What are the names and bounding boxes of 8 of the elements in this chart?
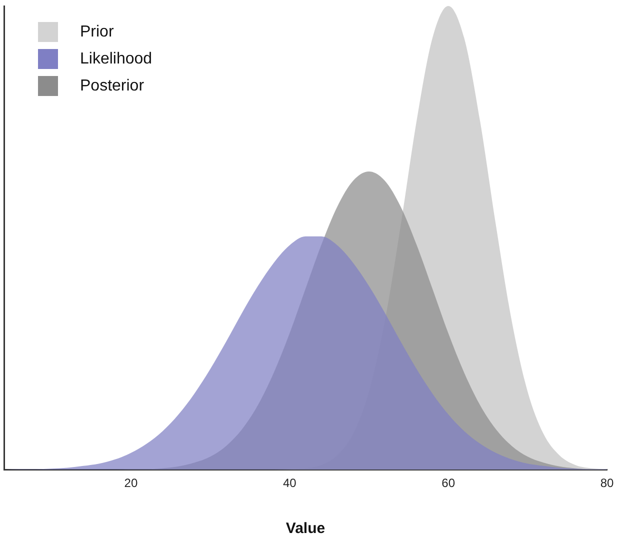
x-tick-label: 80 (600, 476, 614, 490)
legend-label: Likelihood (80, 50, 152, 68)
x-tick-label: 60 (442, 476, 456, 490)
legend-label: Posterior (80, 77, 145, 94)
x-axis-title: Value (286, 520, 326, 538)
x-tick-label: 40 (282, 476, 297, 490)
legend-label: Prior (80, 23, 114, 40)
x-tick-label: 20 (124, 476, 138, 490)
